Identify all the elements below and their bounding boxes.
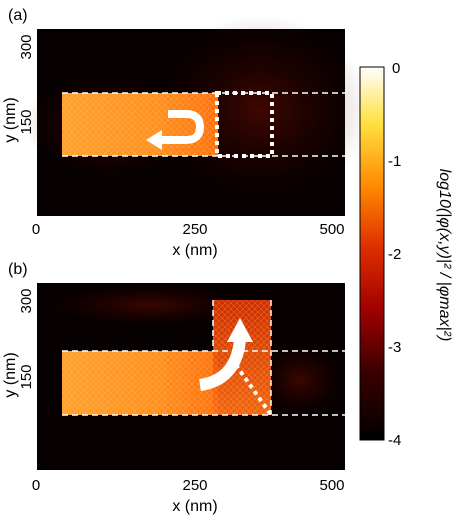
- panel-b-xlabel: x (nm): [172, 498, 217, 515]
- panel-a-uturn-arrowhead: [146, 130, 162, 150]
- panel-a: (a) 300 150 0 y (nm) 250 500 x (nm): [2, 7, 370, 259]
- panel-b-ytick-150: 150: [18, 364, 35, 389]
- panel-a-label: (a): [8, 7, 28, 24]
- panel-b-bend-arrow: [198, 339, 246, 391]
- panel-a-xlabel: x (nm): [172, 242, 217, 259]
- panel-b-ytick-0: 0: [32, 477, 40, 494]
- panel-b-xtick-250: 250: [182, 477, 207, 494]
- panel-b-texture: [62, 351, 218, 415]
- panel-b-ytick-300: 300: [18, 288, 35, 313]
- panel-a-texture: [62, 93, 218, 156]
- panel-b-diagonal-dots: [234, 363, 273, 417]
- panel-a-ytick-300: 300: [18, 34, 35, 59]
- panel-a-ylabel: y (nm): [2, 97, 19, 142]
- panel-b-ylabel: y (nm): [2, 352, 19, 397]
- panel-b-smear-2: [255, 340, 345, 420]
- panel-a-uturn-arrow: [160, 110, 205, 144]
- colorbar: 0 -1 -2 -3 -4 log10(|φ(x,y)|² / |φmax|²): [359, 60, 453, 449]
- panel-a-xtick-250: 250: [182, 221, 207, 238]
- panel-a-dotted-box: [215, 91, 274, 158]
- panel-b: (b) 300 150 0 y (nm) 250 500 x (nm): [2, 261, 345, 515]
- panel-b-bend-arrowhead: [227, 318, 253, 342]
- panel-b-label: (b): [8, 261, 28, 278]
- colorbar-tick-minus1: -1: [388, 153, 401, 170]
- panel-b-xtick-500: 500: [319, 477, 344, 494]
- panel-a-ytick-150: 150: [18, 109, 35, 134]
- colorbar-gradient: [359, 66, 385, 441]
- colorbar-tick-minus4: -4: [388, 432, 401, 449]
- colorbar-tick-minus2: -2: [388, 246, 401, 263]
- panel-a-ytick-0: 0: [32, 221, 40, 238]
- panel-b-smear: [40, 283, 260, 327]
- panel-a-smear: [150, 15, 370, 205]
- colorbar-tick-0: 0: [392, 60, 400, 77]
- colorbar-tick-minus3: -3: [388, 339, 401, 356]
- panel-a-xtick-500: 500: [319, 221, 344, 238]
- colorbar-title: log10(|φ(x,y)|² / |φmax|²): [436, 169, 453, 342]
